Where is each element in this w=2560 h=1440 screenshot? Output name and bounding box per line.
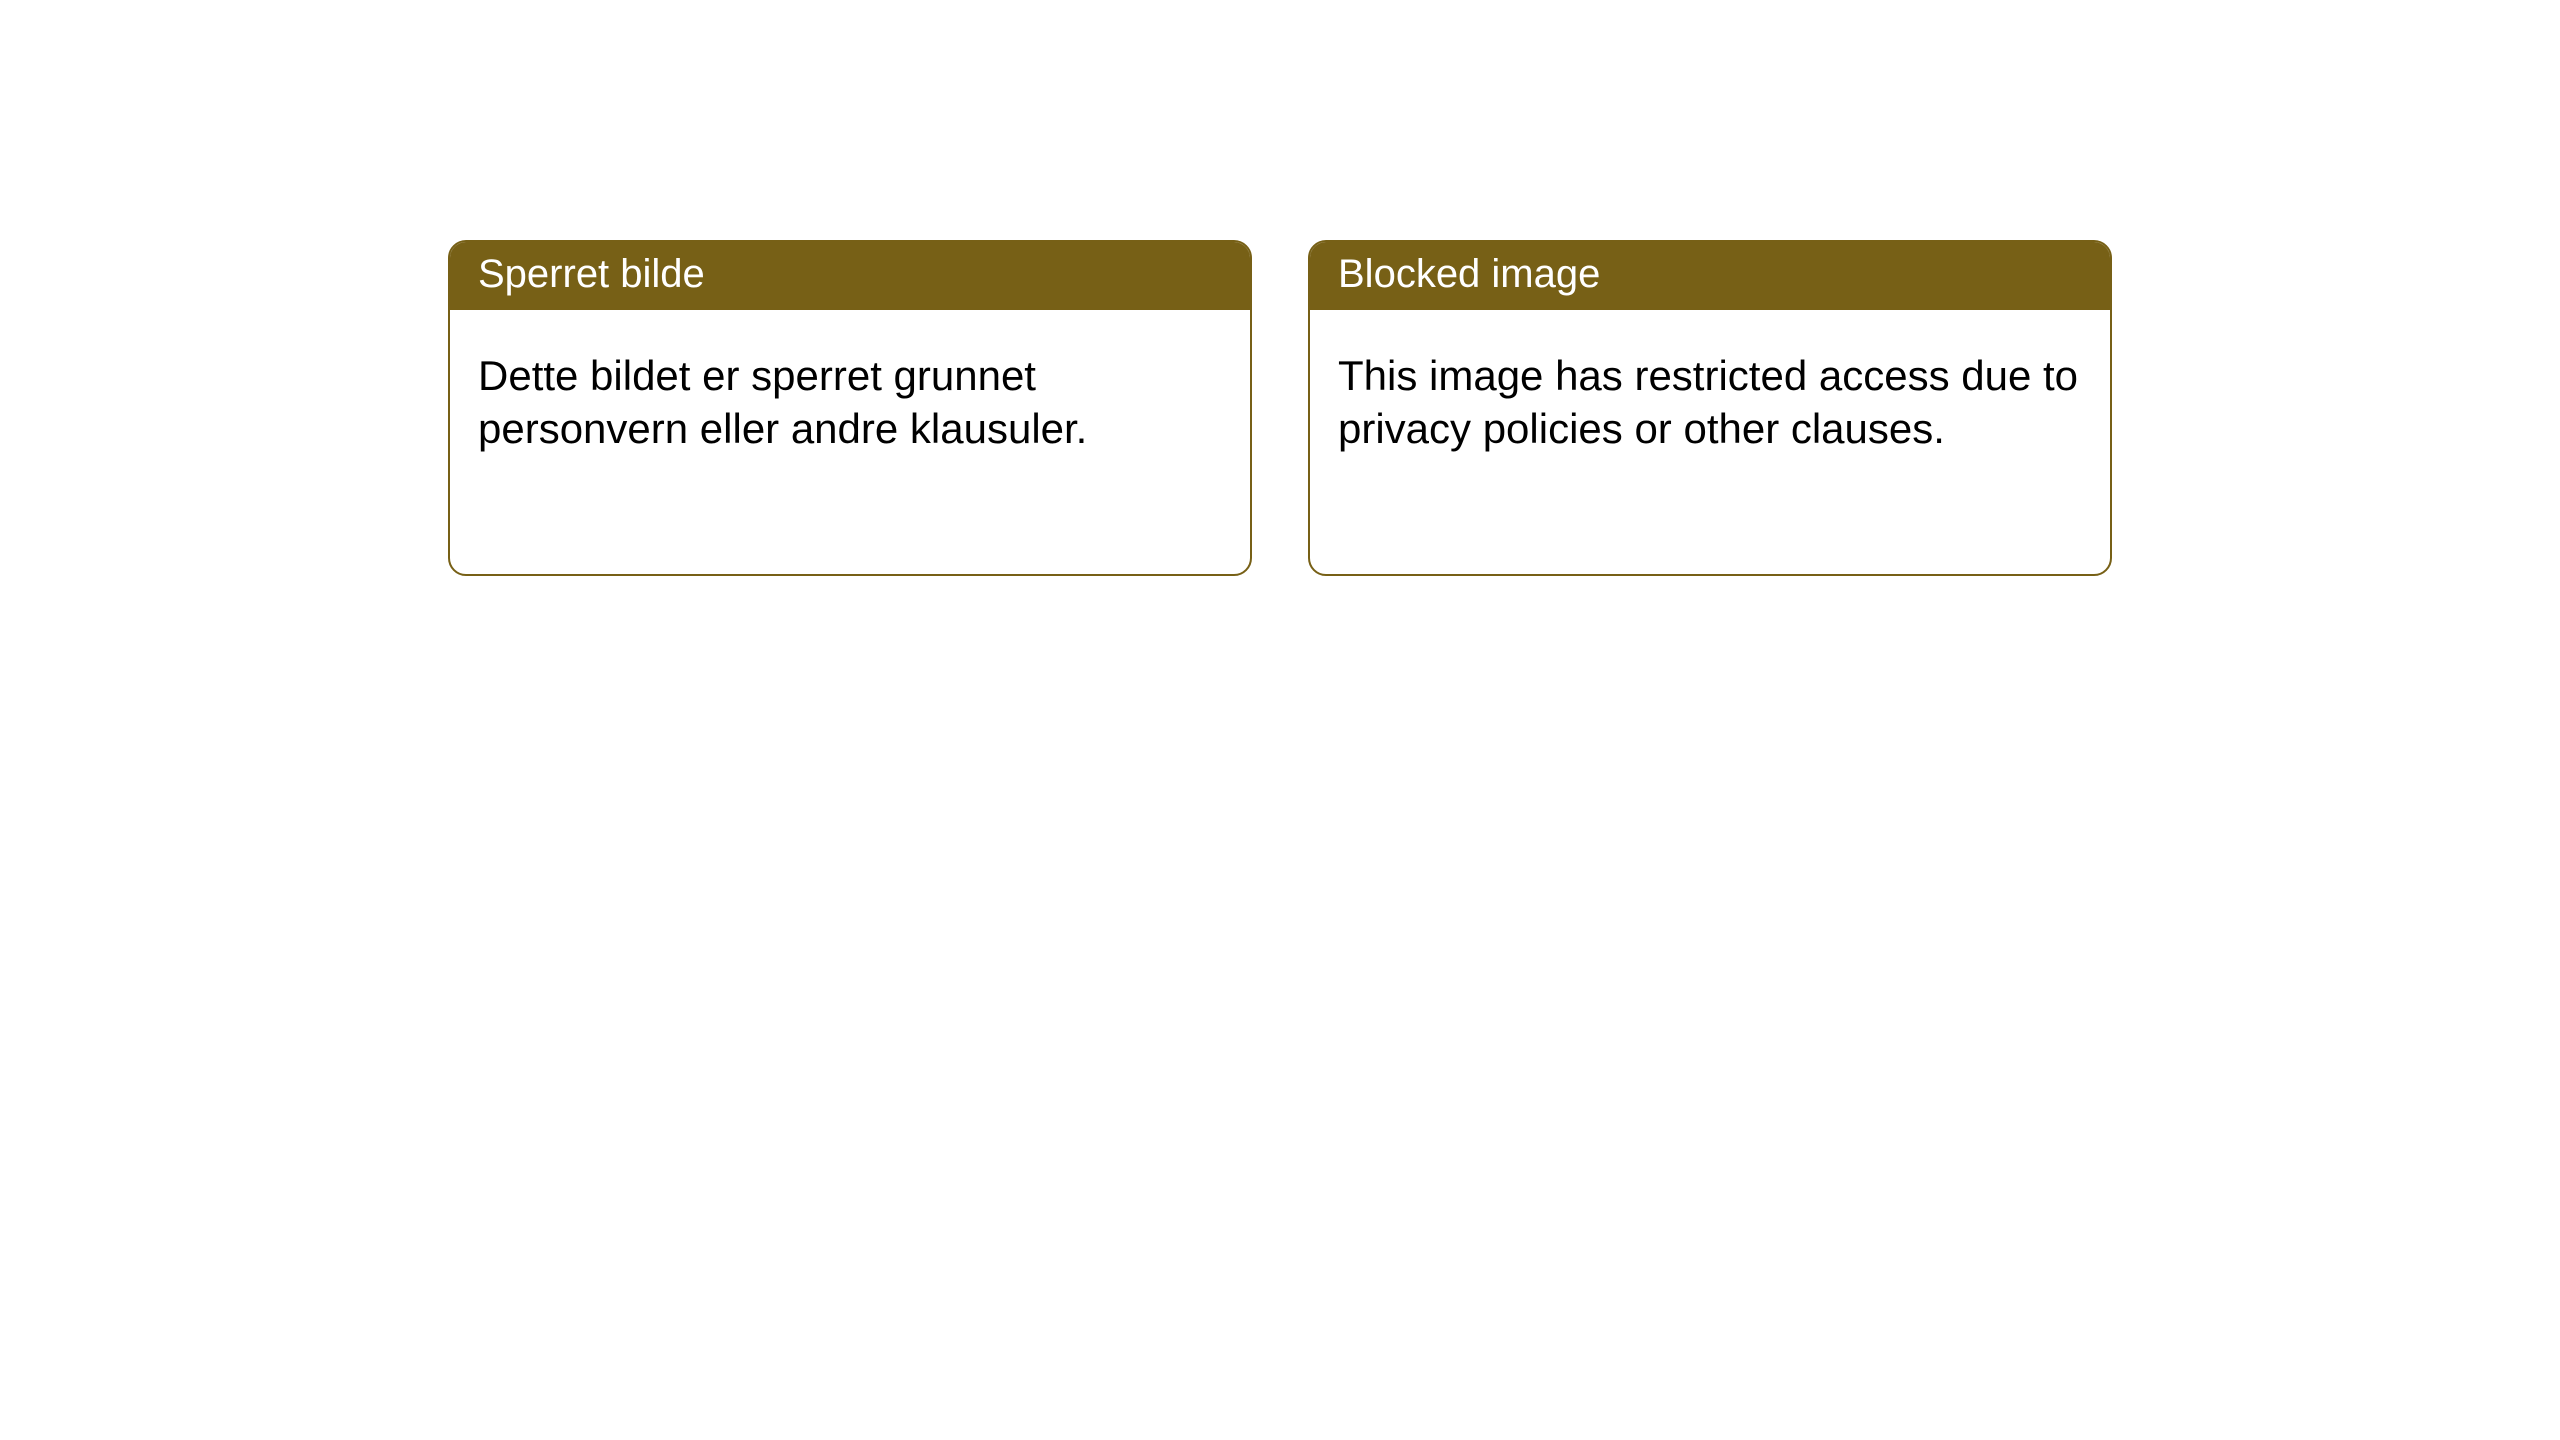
card-body-text: Dette bildet er sperret grunnet personve… (478, 352, 1087, 452)
card-body-text: This image has restricted access due to … (1338, 352, 2078, 452)
card-header: Blocked image (1310, 242, 2110, 310)
blocked-image-card-en: Blocked image This image has restricted … (1308, 240, 2112, 576)
card-title: Blocked image (1338, 252, 1600, 296)
card-body: This image has restricted access due to … (1310, 310, 2110, 484)
blocked-image-card-no: Sperret bilde Dette bildet er sperret gr… (448, 240, 1252, 576)
card-header: Sperret bilde (450, 242, 1250, 310)
cards-container: Sperret bilde Dette bildet er sperret gr… (0, 0, 2560, 576)
card-body: Dette bildet er sperret grunnet personve… (450, 310, 1250, 484)
card-title: Sperret bilde (478, 252, 705, 296)
